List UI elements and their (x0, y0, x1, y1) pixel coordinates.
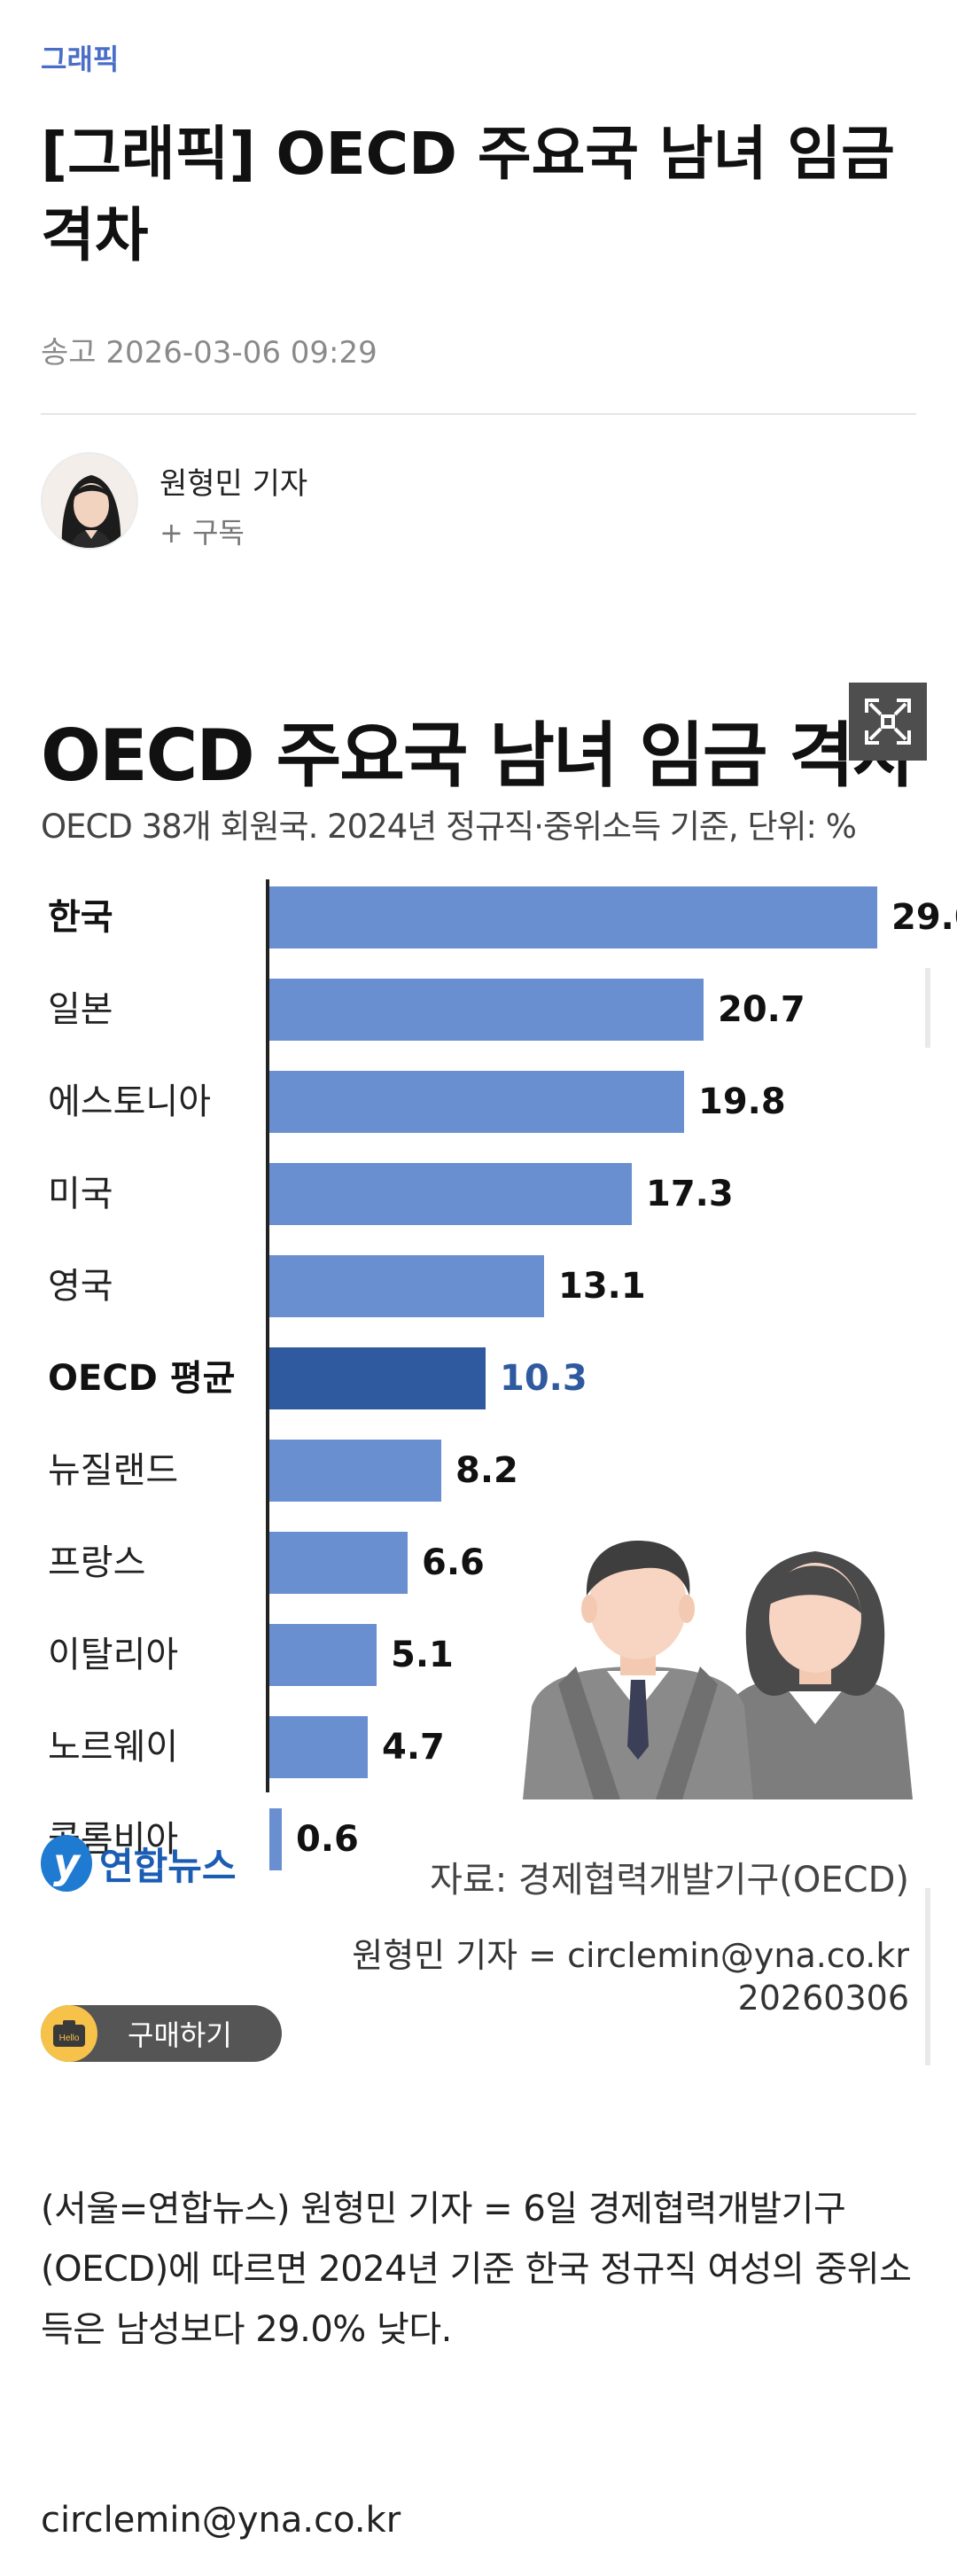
value-label-9: 4.7 (382, 1727, 445, 1768)
value-label-8: 5.1 (391, 1635, 454, 1675)
bar-1 (269, 979, 704, 1041)
reporter-avatar[interactable] (41, 452, 138, 550)
category-label-0: 한국 (48, 897, 113, 938)
bar-0 (269, 886, 877, 948)
article-body: (서울=연합뉴스) 원형민 기자 = 6일 경제협력개발기구(OECD)에 따르… (41, 2189, 912, 2350)
category-label-8: 이탈리아 (48, 1635, 179, 1675)
reporter-email[interactable]: circlemin@yna.co.kr (41, 2500, 401, 2541)
yonhap-logo: y 연합뉴스 (41, 1835, 237, 1892)
credit-reporter: 원형민 기자 = circlemin@yna.co.kr (352, 1936, 909, 1975)
chart-source: 자료: 경제협력개발기구(OECD) (430, 1860, 909, 1901)
category-label-1: 일본 (48, 989, 113, 1030)
value-label-3: 17.3 (646, 1174, 734, 1214)
category-label-3: 미국 (48, 1174, 113, 1214)
value-label-6: 8.2 (455, 1450, 518, 1491)
category-label-5: OECD 평균 (48, 1358, 236, 1399)
bar-8 (269, 1624, 377, 1686)
camera-icon-text: Hello (59, 2033, 80, 2043)
reporter-name[interactable]: 원형민 기자 (160, 466, 308, 502)
value-label-4: 13.1 (558, 1266, 646, 1307)
chart-credit: 원형민 기자 = circlemin@yna.co.kr 20260306 (352, 1934, 909, 2019)
value-label-7: 6.6 (422, 1542, 485, 1583)
bar-3 (269, 1163, 632, 1225)
bar-6 (269, 1440, 441, 1502)
value-label-0: 29.0 (891, 897, 957, 938)
publish-timestamp: 송고 2026-03-06 09:29 (41, 335, 377, 371)
value-label-1: 20.7 (718, 989, 805, 1030)
value-label-10: 0.6 (296, 1819, 359, 1860)
bar-2 (269, 1071, 684, 1133)
bar-4 (269, 1255, 544, 1317)
bar-5 (269, 1347, 486, 1409)
people-illustration (523, 1541, 913, 1799)
category-label[interactable]: 그래픽 (41, 43, 120, 76)
bar-9 (269, 1716, 368, 1778)
value-label-2: 19.8 (698, 1081, 786, 1122)
article-headline: [그래픽] OECD 주요국 남녀 임금 격차 (41, 120, 895, 269)
camera-icon: Hello (41, 2005, 97, 2062)
buy-image-button[interactable]: Hello 구매하기 (41, 2005, 282, 2062)
category-label-6: 뉴질랜드 (48, 1450, 179, 1491)
value-label-5: 10.3 (500, 1358, 587, 1399)
chart-title: OECD 주요국 남녀 임금 격차 (41, 714, 918, 797)
buy-button-label: 구매하기 (128, 2018, 232, 2052)
category-label-4: 영국 (48, 1266, 113, 1307)
scroll-indicator (925, 968, 930, 1048)
category-label-2: 에스토니아 (48, 1081, 211, 1122)
category-label-7: 프랑스 (48, 1542, 146, 1583)
yonhap-logo-text: 연합뉴스 (99, 1844, 237, 1888)
expand-image-button[interactable] (849, 683, 927, 761)
chart-subtitle: OECD 38개 회원국. 2024년 정규직·중위소득 기준, 단위: % (41, 808, 857, 846)
header-divider (41, 413, 916, 415)
bar-10 (269, 1808, 282, 1870)
subscribe-button[interactable]: + 구독 (160, 516, 245, 550)
avatar-portrait-icon (43, 454, 136, 548)
category-label-9: 노르웨이 (48, 1727, 179, 1768)
scroll-indicator (925, 1888, 930, 2065)
credit-date: 20260306 (737, 1979, 909, 2018)
expand-icon (865, 699, 911, 745)
chart-axis-line (266, 879, 269, 1792)
bar-7 (269, 1532, 408, 1594)
yonhap-logo-mark: y (41, 1835, 92, 1892)
